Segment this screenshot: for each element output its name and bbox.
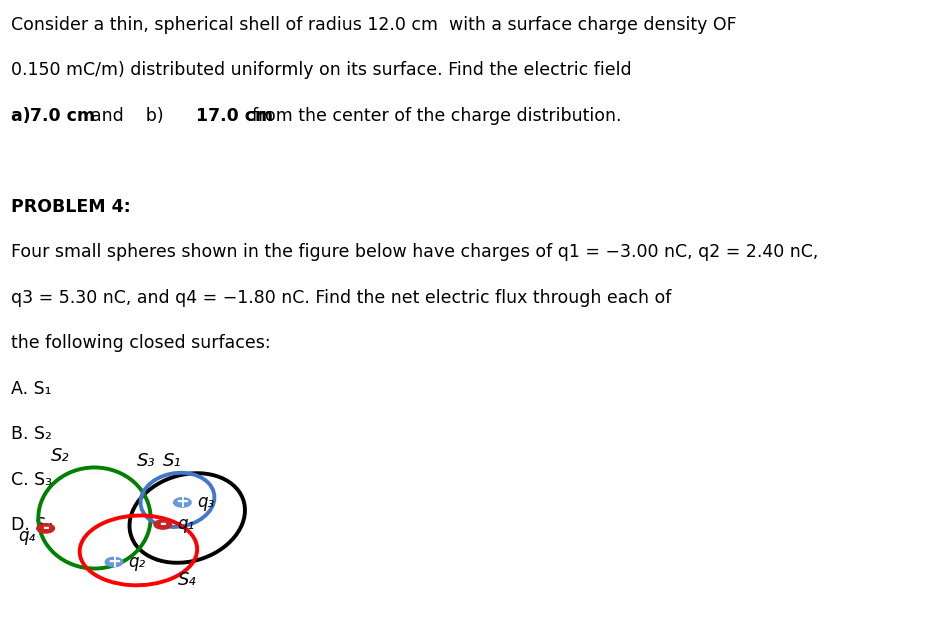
Text: PROBLEM 4:: PROBLEM 4:	[11, 198, 131, 216]
Text: S₁: S₁	[163, 452, 182, 470]
Circle shape	[174, 498, 192, 507]
Text: 7.0 cm: 7.0 cm	[30, 107, 96, 125]
Text: +: +	[107, 553, 121, 571]
Text: q₁: q₁	[177, 516, 194, 533]
Text: +: +	[176, 494, 190, 511]
Circle shape	[37, 524, 54, 533]
Text: 0.150 mC/m) distributed uniformly on its surface. Find the electric field: 0.150 mC/m) distributed uniformly on its…	[11, 61, 632, 79]
Text: q3 = 5.30 nC, and q4 = −1.80 nC. Find the net electric flux through each of: q3 = 5.30 nC, and q4 = −1.80 nC. Find th…	[11, 289, 671, 307]
Text: a): a)	[11, 107, 37, 125]
Text: and    b): and b)	[69, 107, 202, 125]
Text: C. S₃: C. S₃	[11, 471, 53, 489]
Text: the following closed surfaces:: the following closed surfaces:	[11, 334, 270, 352]
Text: -: -	[42, 520, 49, 537]
Text: q₃: q₃	[197, 494, 214, 511]
Text: from the center of the charge distribution.: from the center of the charge distributi…	[241, 107, 622, 125]
Text: S₄: S₄	[177, 571, 196, 589]
Text: Consider a thin, spherical shell of radius 12.0 cm  with a surface charge densit: Consider a thin, spherical shell of radi…	[11, 16, 737, 33]
Circle shape	[154, 520, 172, 529]
Text: Four small spheres shown in the figure below have charges of q1 = −3.00 nC, q2 =: Four small spheres shown in the figure b…	[11, 243, 819, 261]
Text: B. S₂: B. S₂	[11, 425, 53, 443]
Text: S₂: S₂	[51, 447, 69, 465]
Text: q₂: q₂	[129, 553, 146, 571]
Text: 17.0 cm: 17.0 cm	[196, 107, 273, 125]
Text: q₄: q₄	[18, 527, 35, 545]
Text: A. S₁: A. S₁	[11, 380, 52, 398]
Text: -: -	[160, 516, 166, 533]
Text: D. S₄: D. S₄	[11, 516, 54, 534]
Text: S₃: S₃	[136, 452, 155, 470]
Circle shape	[105, 557, 123, 567]
